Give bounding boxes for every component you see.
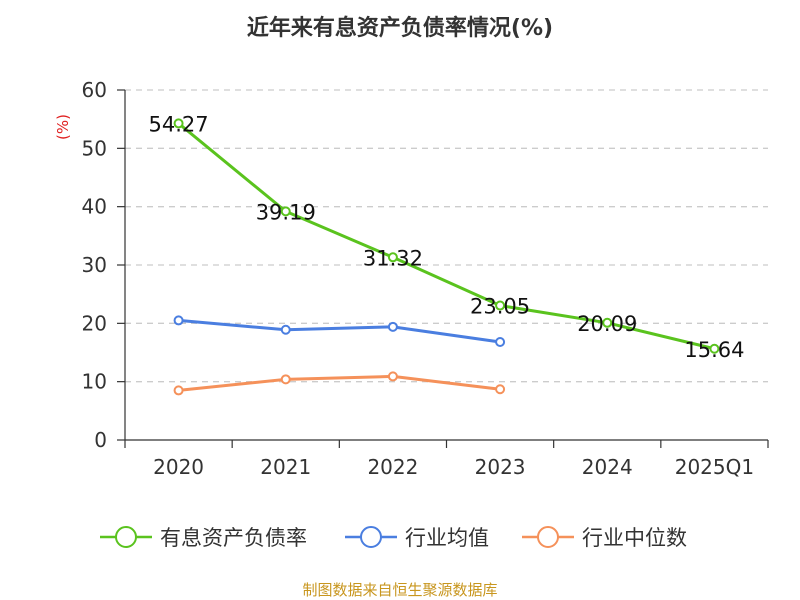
- data-label: 15.64: [684, 338, 744, 362]
- data-point: [173, 385, 184, 396]
- x-tick-label: 2021: [260, 455, 311, 479]
- chart-title: 近年来有息资产负债率情况(%): [247, 15, 553, 41]
- data-point: [387, 321, 398, 332]
- source-note: 制图数据来自恒生聚源数据库: [302, 581, 497, 599]
- data-label: 23.05: [470, 295, 530, 319]
- x-tick-label: 2023: [475, 455, 526, 479]
- y-tick-label: 60: [82, 78, 107, 102]
- data-labels: 54.27 39.19 31.32 23.05 20.09 15.64: [149, 112, 745, 361]
- x-tick-label: 2025Q1: [675, 455, 754, 479]
- series-layer: [173, 118, 720, 396]
- y-axis-unit: (%): [54, 114, 72, 140]
- x-tick-label: 2022: [367, 455, 418, 479]
- legend-label: 行业中位数: [582, 526, 687, 550]
- data-point: [173, 315, 184, 326]
- data-label: 54.27: [149, 112, 209, 136]
- y-tick-label: 40: [82, 195, 107, 219]
- data-point: [280, 374, 291, 385]
- data-label: 39.19: [256, 200, 316, 224]
- data-point: [495, 300, 506, 311]
- data-point: [495, 337, 506, 347]
- legend-marker: [115, 526, 137, 548]
- x-tick-label: 2020: [153, 455, 204, 479]
- legend-label: 行业均值: [405, 526, 489, 550]
- data-point: [387, 252, 398, 263]
- y-tick-label: 50: [82, 136, 107, 160]
- legend-marker: [537, 526, 559, 548]
- y-tick-label: 20: [82, 311, 107, 335]
- x-tick-label: 2024: [582, 455, 633, 479]
- legend[interactable]: 有息资产负债率 行业均值 行业中位数: [100, 526, 687, 550]
- data-point: [387, 371, 398, 382]
- data-label: 20.09: [577, 312, 637, 336]
- data-point: [280, 206, 291, 217]
- y-tick-label: 10: [82, 370, 107, 394]
- data-point: [280, 324, 291, 335]
- axes: 0 10 20 30 40 50 60 2020 2021 2022 2023 2024 2025Q1: [82, 78, 769, 479]
- series-line: [177, 374, 502, 392]
- data-point: [173, 118, 184, 129]
- y-tick-label: 30: [82, 253, 107, 277]
- y-tick-label: 0: [94, 428, 107, 452]
- data-point: [709, 343, 720, 354]
- series-line: [177, 121, 716, 351]
- data-point: [495, 384, 506, 395]
- series-line: [177, 318, 502, 344]
- legend-marker: [360, 526, 382, 548]
- data-label: 31.32: [363, 246, 423, 270]
- data-point: [602, 317, 613, 328]
- legend-label: 有息资产负债率: [160, 526, 307, 550]
